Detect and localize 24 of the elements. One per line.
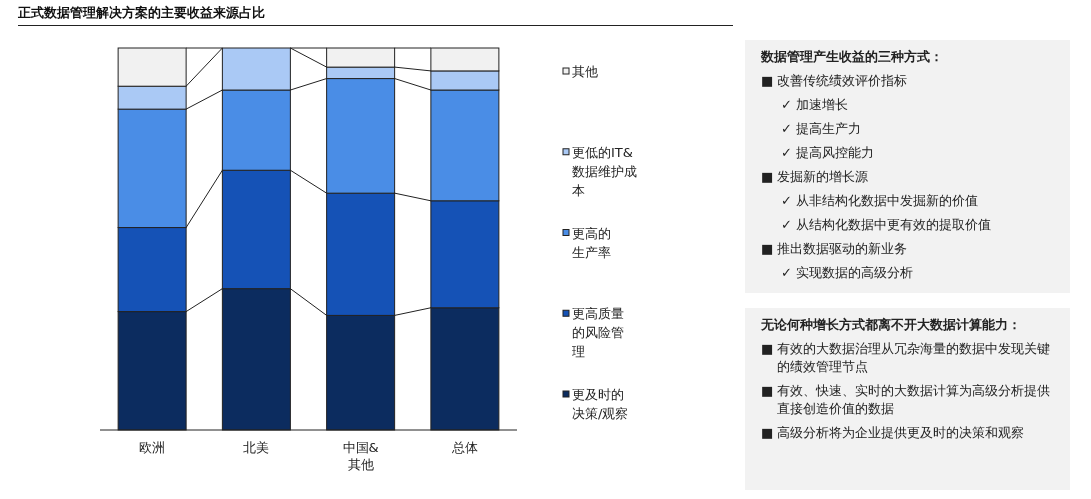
text: ✓ 提高生产力 bbox=[781, 120, 863, 138]
text: ✓ 加速增长 bbox=[781, 96, 850, 114]
text: ✓ 从非结构化数据中发掘新的价值 bbox=[781, 192, 980, 210]
x-tick-label: 北美 bbox=[242, 439, 271, 456]
chart-title: 正式数据管理解决方案的主要收益来源占比 bbox=[18, 4, 265, 22]
text: ✓ 从结构化数据中更有效的提取价值 bbox=[781, 216, 993, 234]
text: ■ 有效、快速、实时的大数据计算为高级分析提供直接创造价值的数据 bbox=[761, 382, 1052, 418]
text: ■ 发掘新的增长源 bbox=[761, 168, 870, 186]
text: ✓ 提高风控能力 bbox=[781, 144, 876, 162]
x-tick-label: 中国&其他 bbox=[341, 439, 380, 473]
text: ■ 改善传统绩效评价指标 bbox=[761, 72, 909, 90]
text: ■ 高级分析将为企业提供更及时的决策和观察 bbox=[761, 424, 1026, 442]
legend-label: 更及时的决策/观察 bbox=[572, 386, 629, 423]
text: ■ 推出数据驱动的新业务 bbox=[761, 240, 909, 258]
text: ✓ 实现数据的高级分析 bbox=[781, 264, 915, 282]
legend-label: 更高的生产率 bbox=[572, 224, 612, 262]
x-tick-label: 欧洲 bbox=[138, 439, 167, 456]
text: 无论何种增长方式都离不开大数据计算能力： bbox=[761, 316, 1022, 334]
legend-label: 其他 bbox=[572, 63, 599, 81]
text: 数据管理产生收益的三种方式： bbox=[761, 48, 944, 66]
legend-label: 更高质量的风险管理 bbox=[572, 305, 625, 362]
x-tick-label: 总体 bbox=[450, 439, 479, 456]
legend-label: 更低的IT&数据维护成本 bbox=[572, 143, 638, 200]
text: ■ 有效的大数据治理从冗杂海量的数据中发现关键的绩效管理节点 bbox=[761, 340, 1052, 376]
